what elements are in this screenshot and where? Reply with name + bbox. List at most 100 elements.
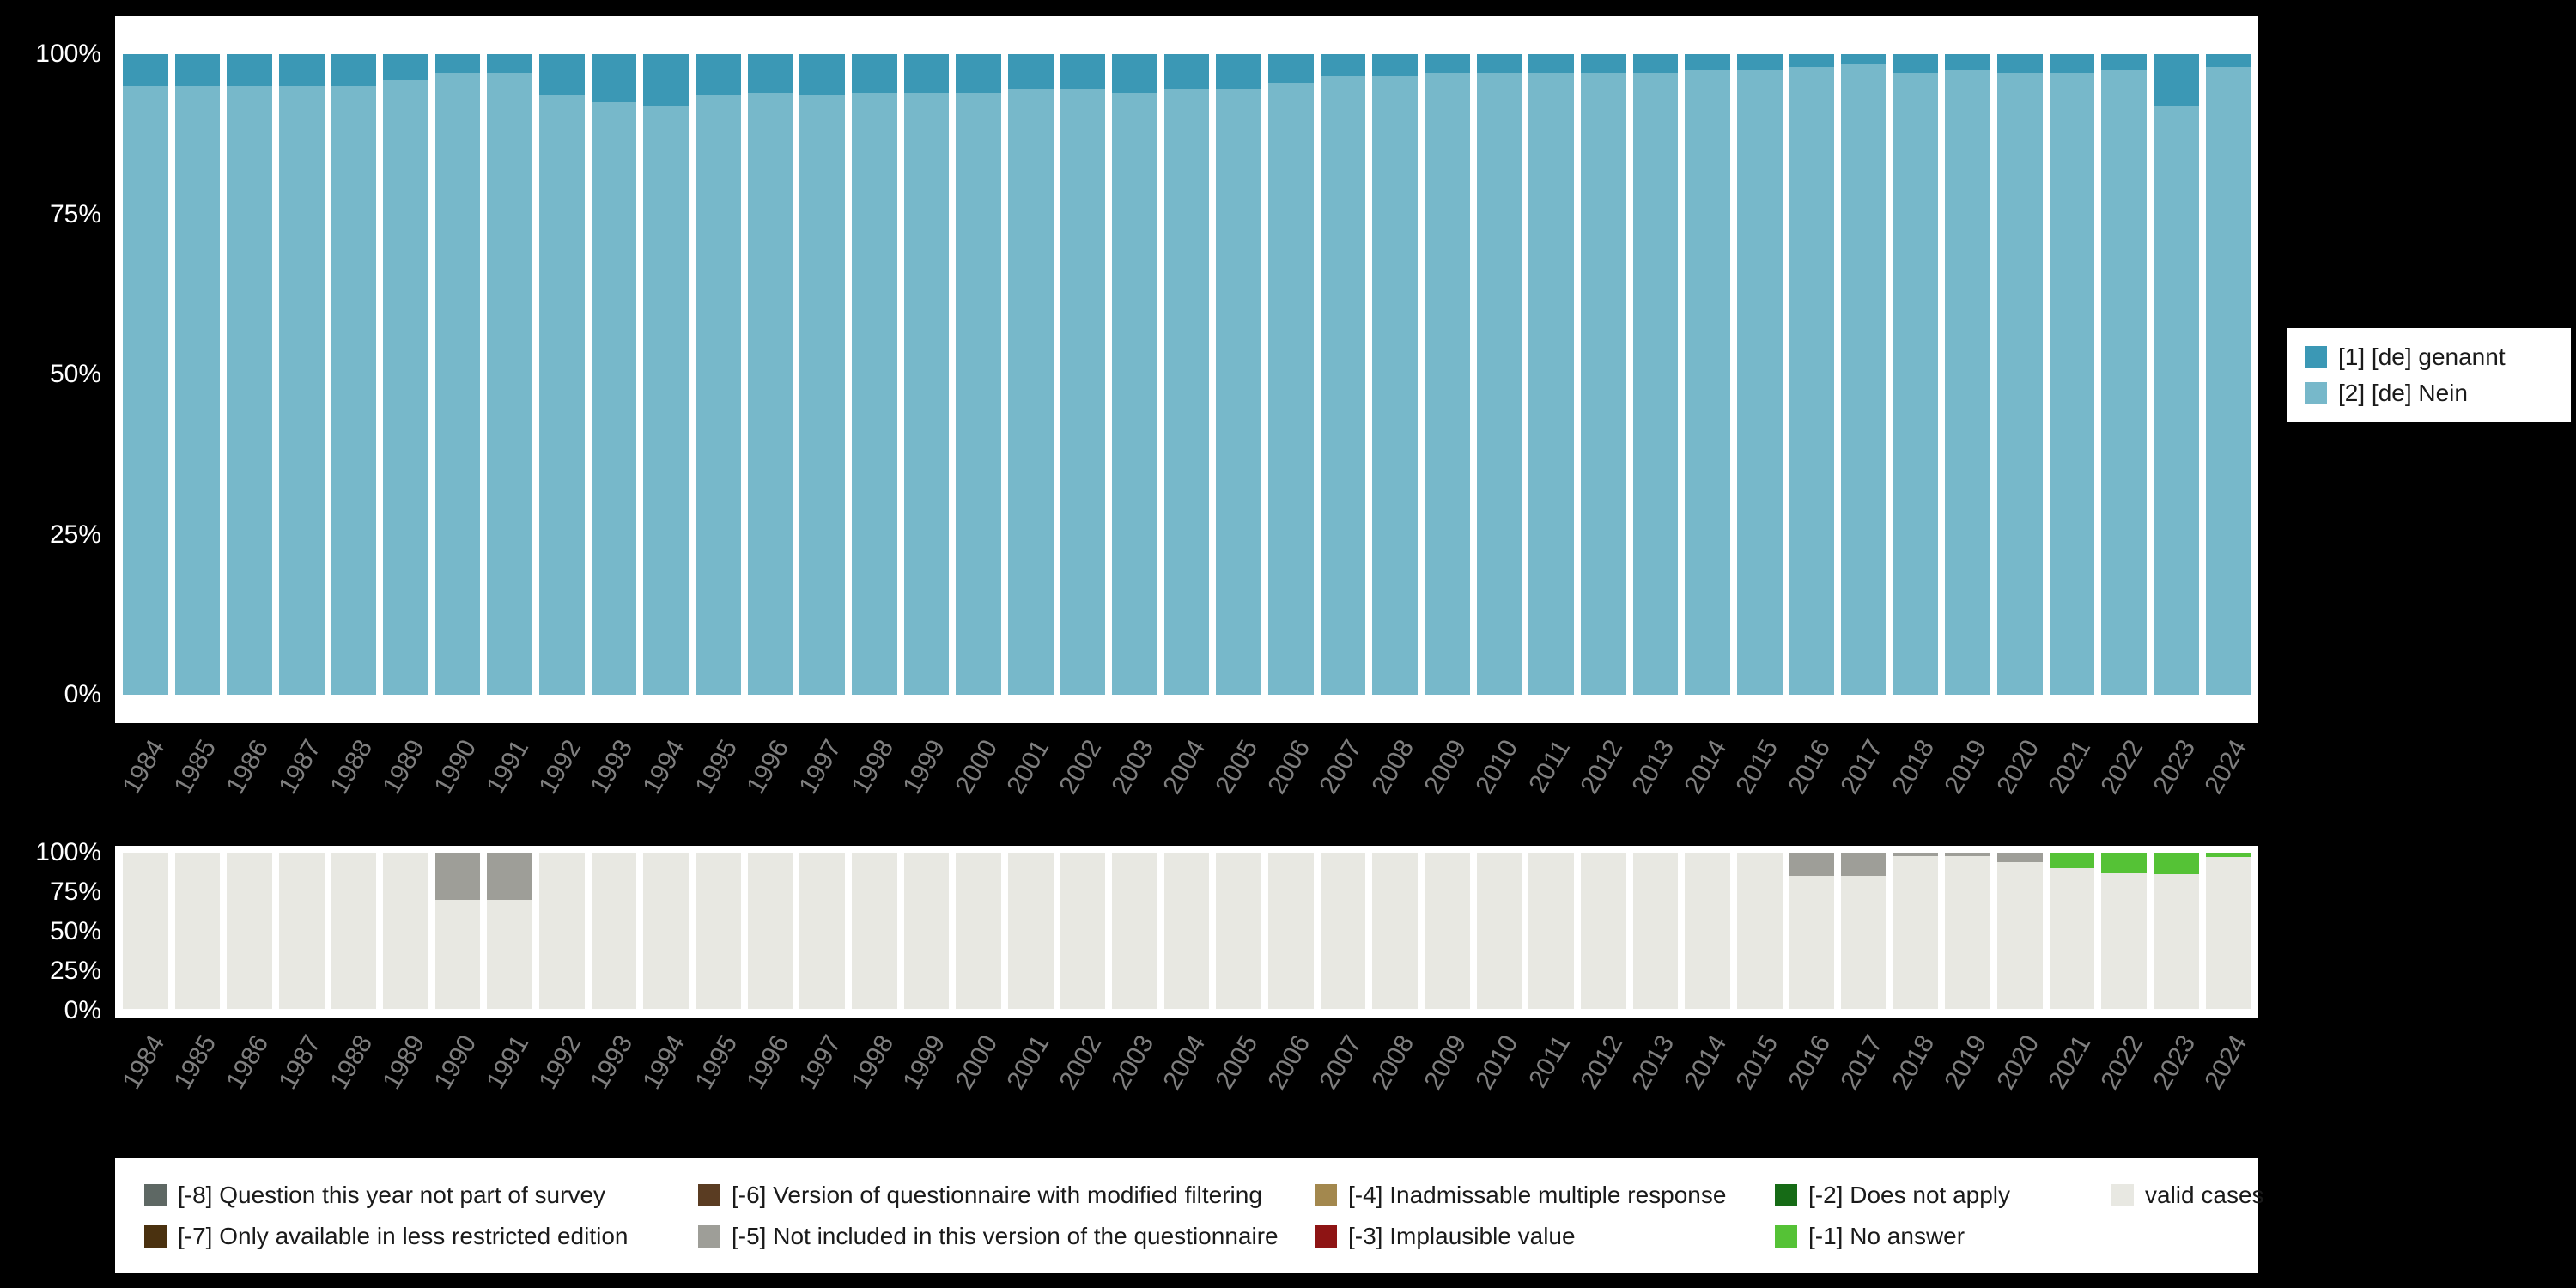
main-chart-y-axis: 100% 75% 50% 25% 0%: [35, 39, 101, 708]
x-axis-tick: 2016: [1783, 726, 1836, 842]
legend-item: [-2] Does not apply: [1775, 1182, 2111, 1209]
x-axis-tick: 1987: [273, 726, 326, 842]
main-chart-x-axis: 1984 1985 1986 1987 1988 1989 1990 1991 1992 1993…: [115, 726, 2258, 842]
x-axis-tick-label: 2005: [1210, 735, 1264, 799]
bar-column-1994: [643, 853, 690, 1009]
x-axis-tick-label: 2000: [950, 1030, 1004, 1095]
x-axis-tick: 2020: [1991, 1022, 2044, 1138]
legend-swatch: [144, 1184, 167, 1206]
bar-segment: [227, 86, 272, 695]
x-axis-tick-label: 1999: [897, 735, 951, 799]
bar-segment: [227, 853, 272, 1009]
main-chart-plot-area: [123, 54, 2251, 695]
x-axis-tick-label: 1988: [325, 735, 379, 799]
bar-segment: [1060, 89, 1106, 695]
x-axis-tick: 2007: [1315, 1022, 1368, 1138]
legend-label: [-7] Only available in less restricted e…: [178, 1223, 629, 1249]
bar-segment: [1789, 876, 1835, 1009]
bar-segment: [434, 73, 481, 695]
bar-segment: [696, 853, 741, 1009]
legend-swatch: [1775, 1184, 1797, 1206]
bar-segment: [696, 54, 741, 96]
x-axis-tick-label: 1985: [168, 735, 222, 799]
bar-column-2006: [1268, 853, 1314, 1009]
bar-column-1999: [903, 54, 950, 695]
bar-segment: [591, 54, 637, 102]
bar-column-1994: [643, 54, 690, 695]
x-axis-tick-label: 1989: [377, 1030, 431, 1095]
bar-segment: [539, 853, 585, 1009]
bar-segment: [1163, 54, 1210, 90]
bar-segment: [1320, 54, 1366, 77]
bar-segment: [2205, 66, 2251, 695]
legend-swatch: [2305, 382, 2327, 404]
bar-segment: [799, 54, 845, 96]
x-axis-tick-label: 2008: [1366, 1030, 1420, 1095]
x-axis-tick: 2008: [1366, 726, 1419, 842]
x-axis-tick-label: 2010: [1470, 1030, 1524, 1095]
x-axis-tick-label: 2023: [2147, 735, 2201, 799]
x-axis-tick-label: 1984: [116, 735, 170, 799]
bar-column-2018: [1893, 853, 1939, 1009]
bar-segment: [1841, 54, 1886, 64]
bar-segment: [956, 92, 1001, 695]
x-axis-tick-label: 2015: [1730, 735, 1784, 799]
x-axis-tick-label: 1987: [272, 735, 326, 799]
x-axis-tick: 1997: [793, 726, 847, 842]
bar-segment: [1320, 76, 1366, 695]
bar-column-2010: [1476, 54, 1522, 695]
bar-column-2011: [1528, 54, 1574, 695]
x-axis-tick-label: 2018: [1886, 1030, 1941, 1095]
bar-segment: [539, 95, 585, 695]
bar-segment: [1685, 70, 1730, 695]
bar-column-2009: [1425, 853, 1470, 1009]
x-axis-tick-label: 2006: [1262, 1030, 1316, 1095]
x-axis-tick: 2004: [1158, 1022, 1212, 1138]
bar-segment: [1163, 89, 1210, 695]
x-axis-tick: 1995: [690, 1022, 743, 1138]
bar-column-2017: [1841, 853, 1886, 1009]
missing-values-legend: [-8] Question this year not part of surv…: [115, 1158, 2264, 1273]
x-axis-tick-label: 2007: [1314, 735, 1368, 799]
bar-column-2017: [1841, 54, 1886, 695]
bar-segment: [1893, 54, 1939, 74]
x-axis-tick-label: 2024: [2199, 735, 2253, 799]
bar-segment: [1007, 89, 1054, 695]
bar-column-2023: [2153, 853, 2199, 1009]
x-axis-tick-label: 1990: [428, 735, 483, 799]
x-axis-tick-label: 1987: [272, 1030, 326, 1095]
x-axis-tick: 1992: [533, 726, 586, 842]
bar-segment: [123, 86, 168, 695]
x-axis-tick-label: 2019: [1939, 735, 1993, 799]
x-axis-tick: 2024: [2200, 726, 2253, 842]
bar-segment: [434, 853, 481, 900]
x-axis-tick: 1998: [846, 726, 899, 842]
bar-column-1990: [434, 853, 481, 1009]
bar-segment: [487, 853, 533, 900]
bar-segment: [1893, 73, 1939, 695]
x-axis-tick: 1992: [533, 1022, 586, 1138]
bar-column-2015: [1736, 853, 1783, 1009]
x-axis-tick: 1999: [898, 726, 951, 842]
legend-label: [-8] Question this year not part of surv…: [178, 1182, 606, 1208]
bar-segment: [1060, 853, 1106, 1009]
legend-label: [-2] Does not apply: [1808, 1182, 2011, 1208]
x-axis-tick-label: 2010: [1470, 735, 1524, 799]
legend-label: [2] [de] Nein: [2338, 380, 2468, 406]
bar-segment: [174, 853, 221, 1009]
bar-segment: [747, 92, 793, 695]
x-axis-tick: 2015: [1731, 1022, 1784, 1138]
bar-segment: [1372, 76, 1419, 695]
bar-column-2013: [1632, 853, 1679, 1009]
bar-column-2004: [1163, 853, 1210, 1009]
x-axis-tick: 1996: [742, 726, 795, 842]
bar-segment: [383, 54, 428, 80]
bar-segment: [1268, 82, 1314, 695]
x-axis-tick-label: 2013: [1626, 735, 1680, 799]
bar-segment: [591, 101, 637, 695]
bar-segment: [1216, 54, 1262, 90]
x-axis-tick: 2014: [1679, 726, 1732, 842]
x-axis-tick: 2014: [1679, 1022, 1732, 1138]
bar-segment: [1632, 54, 1679, 74]
bar-column-2002: [1060, 54, 1106, 695]
